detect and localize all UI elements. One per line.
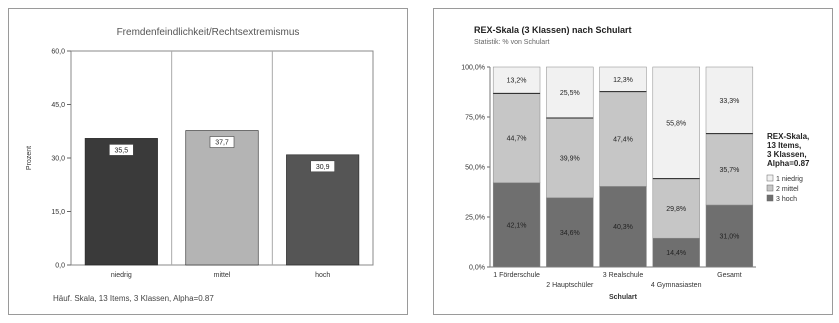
value-label: 30,9 [316,164,330,171]
x-tick-label: Gesamt [717,272,742,279]
stacked-bar-chart-schulart: REX-Skala (3 Klassen) nach Schulart Stati… [461,25,810,301]
x-tick-label: 3 Realschule [603,272,644,279]
bar [84,138,158,266]
y-tick-label: 30,0 [51,156,65,163]
segment-label: 29,8% [666,206,686,213]
legend-swatch [766,194,774,202]
stacked-segment [492,93,541,184]
x-tick-label: 2 Hauptschüler [546,282,594,289]
chart-subtitle: Statistik: % von Schulart [474,39,550,46]
stacked-segment [652,237,700,268]
x-tick-label: 1 Förderschule [493,272,540,279]
left-chart-panel: Fremdenfeindlichkeit/Rechtsextremismus 0,… [8,8,408,315]
right-chart-panel: REX-Skala (3 Klassen) nach Schulart Stati… [433,8,833,315]
stacked-segment [492,182,541,268]
bar-chart-fremdenfeindlichkeit: Fremdenfeindlichkeit/Rechtsextremismus 0,… [26,27,374,303]
value-label-box [310,160,335,173]
y-tick-label: 50,0% [465,165,485,172]
segment-label: 33,3% [719,98,739,105]
segment-label: 39,9% [560,155,580,162]
legend-title-line: 13 Items, [767,141,801,150]
legend-title-line: REX-Skala, [767,132,809,141]
x-axis-label: Schulart [609,294,638,301]
segment-label: 40,3% [613,224,633,231]
y-tick-label: 60,0 [51,49,65,56]
x-tick-label: mittel [214,272,231,279]
y-tick-label: 0,0% [469,265,485,272]
chart-title: Fremdenfeindlichkeit/Rechtsextremismus [117,27,300,38]
legend-title-line: Alpha=0.87 [767,159,810,168]
chart-footnote: Häuf. Skala, 13 Items, 3 Klassen, Alpha=… [53,294,214,303]
stacked-segment [599,91,647,187]
stacked-segment [705,204,754,268]
segment-label: 55,8% [666,120,686,127]
stacked-segment [599,66,647,92]
x-tick-label: 4 Gymnasiasten [651,282,702,289]
y-axis-label: Prozent [26,146,33,170]
legend-entry: 2 mittel [776,186,799,193]
segment-label: 13,2% [507,78,527,85]
stacked-segment [652,178,700,239]
stacked-segment [599,186,647,268]
segment-label: 35,7% [719,167,739,174]
segment-label: 34,6% [560,230,580,237]
legend-swatch [766,174,774,182]
y-tick-label: 45,0 [51,102,65,109]
value-label: 35,5 [115,147,129,154]
y-tick-label: 25,0% [465,215,485,222]
legend-title-line: 3 Klassen, [767,150,807,159]
y-tick-label: 75,0% [465,115,485,122]
value-label: 37,7 [215,140,229,147]
x-tick-label: hoch [315,272,330,279]
segment-label: 14,4% [666,250,686,257]
y-tick-label: 100,0% [461,65,485,72]
stacked-segment [705,133,754,206]
legend-entry: 1 niedrig [776,176,803,183]
legend-entry: 3 hoch [776,196,797,203]
chart-title: REX-Skala (3 Klassen) nach Schulart [474,25,632,35]
segment-label: 42,1% [507,222,527,229]
y-tick-label: 0,0 [55,263,65,270]
value-label-box [209,136,235,148]
bar [286,154,360,266]
segment-label: 31,0% [719,234,739,241]
stacked-segment [652,66,700,179]
y-tick-label: 15,0 [51,209,65,216]
segment-label: 12,3% [613,77,633,84]
bar [185,130,259,266]
value-label-box [109,144,134,156]
legend-swatch [766,184,774,192]
x-tick-label: niedrig [111,272,132,279]
stacked-segment [705,66,754,134]
segment-label: 47,4% [613,137,633,144]
stacked-segment [546,66,594,119]
stacked-segment [546,197,594,268]
segment-label: 44,7% [507,136,527,143]
segment-label: 25,5% [560,90,580,97]
stacked-segment [492,66,541,94]
